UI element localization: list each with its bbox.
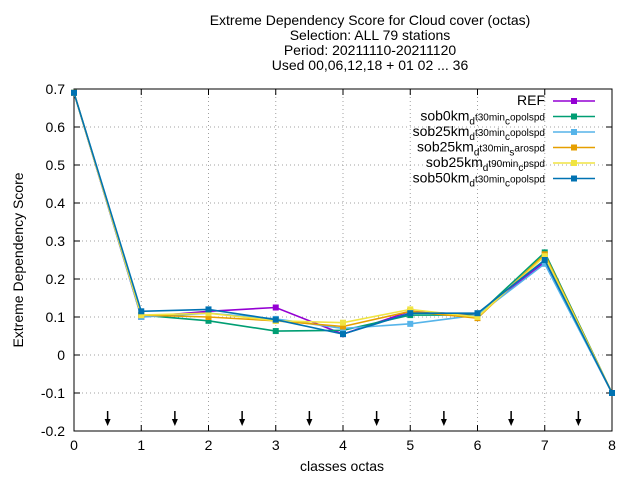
- legend-marker: [571, 98, 577, 104]
- legend-marker: [571, 129, 577, 135]
- x-axis-label: classes octas: [299, 458, 385, 474]
- data-point: [340, 319, 346, 326]
- legend-label: REF: [517, 92, 545, 108]
- legend-label: sob50kmdt30mincopolspd: [413, 170, 545, 190]
- chart-subtitle-used: Used 00,06,12,18 + 01 02 ... 36: [271, 57, 469, 73]
- data-point: [272, 328, 279, 335]
- data-point: [541, 253, 548, 260]
- x-tick-label: 6: [474, 437, 482, 453]
- chart-subtitle-period: Period: 20211110-20211120: [283, 42, 457, 58]
- y-tick-label: 0.4: [46, 195, 66, 211]
- class-boundary-arrow: [239, 411, 246, 426]
- data-point: [407, 306, 414, 313]
- data-point: [340, 323, 346, 330]
- data-point: [138, 312, 145, 319]
- chart-title: Extreme Dependency Score for Cloud cover…: [209, 12, 531, 28]
- data-point: [205, 317, 212, 324]
- legend-marker: [571, 144, 577, 151]
- class-boundary-arrow: [575, 411, 582, 426]
- data-point: [272, 316, 279, 323]
- data-point: [474, 310, 481, 317]
- legend-label: sob25kmdt30minsarospd: [417, 139, 545, 159]
- class-boundary-arrow: [508, 411, 515, 426]
- class-boundary-arrow: [373, 411, 380, 426]
- legend-label: sob25kmdt90mincpspd: [426, 154, 545, 174]
- x-tick-label: 4: [339, 437, 347, 453]
- data-point: [205, 306, 212, 313]
- data-point: [474, 314, 481, 320]
- legend-marker: [571, 175, 577, 182]
- x-tick-label: 2: [205, 437, 213, 453]
- legend-entry: sob25kmdt90mincpspd: [426, 154, 595, 174]
- legend-marker: [571, 113, 577, 120]
- data-point: [138, 308, 145, 315]
- data-point: [340, 331, 346, 338]
- y-tick-label: 0.5: [46, 157, 66, 173]
- data-point: [609, 390, 615, 396]
- x-tick-label: 5: [406, 437, 414, 453]
- class-boundary-arrow: [104, 411, 111, 426]
- y-tick-label: 0.3: [46, 233, 66, 249]
- data-point: [541, 260, 548, 267]
- class-boundary-arrow: [171, 411, 178, 426]
- data-point: [205, 314, 212, 320]
- legend-entry: REF: [517, 92, 595, 108]
- legend-entry: sob0kmdt30mincopolspd: [420, 108, 595, 128]
- y-tick-label: -0.1: [41, 385, 65, 401]
- data-point: [71, 89, 77, 96]
- data-point: [407, 320, 414, 327]
- class-boundary-arrow: [306, 411, 313, 426]
- x-tick-label: 8: [608, 437, 616, 453]
- data-point: [407, 310, 414, 317]
- legend-label: sob0kmdt30mincopolspd: [420, 108, 545, 128]
- x-tick-label: 7: [541, 437, 549, 453]
- legend-entry: sob25kmdt30minsarospd: [417, 139, 595, 159]
- data-point: [541, 257, 548, 263]
- legend-entry: sob50kmdt30mincopolspd: [413, 170, 595, 190]
- data-point: [272, 304, 279, 311]
- legend-entry: sob25kmdt30mincopolspd: [413, 123, 595, 143]
- class-boundary-arrow: [440, 411, 447, 426]
- y-tick-label: 0.6: [46, 119, 66, 135]
- legend-label: sob25kmdt30mincopolspd: [413, 123, 545, 143]
- y-tick-label: 0.7: [46, 81, 66, 97]
- data-point: [205, 310, 212, 317]
- plot-frame: [73, 88, 613, 432]
- chart-subtitle-selection: Selection: ALL 79 stations: [289, 27, 451, 43]
- legend-marker: [571, 160, 577, 166]
- x-tick-label: 0: [70, 437, 78, 453]
- y-tick-label: 0.2: [46, 271, 66, 287]
- y-tick-label: 0: [57, 347, 65, 363]
- y-tick-label: -0.2: [41, 423, 65, 439]
- x-tick-label: 3: [272, 437, 280, 453]
- x-tick-label: 1: [137, 437, 145, 453]
- y-tick-label: 0.1: [46, 309, 66, 325]
